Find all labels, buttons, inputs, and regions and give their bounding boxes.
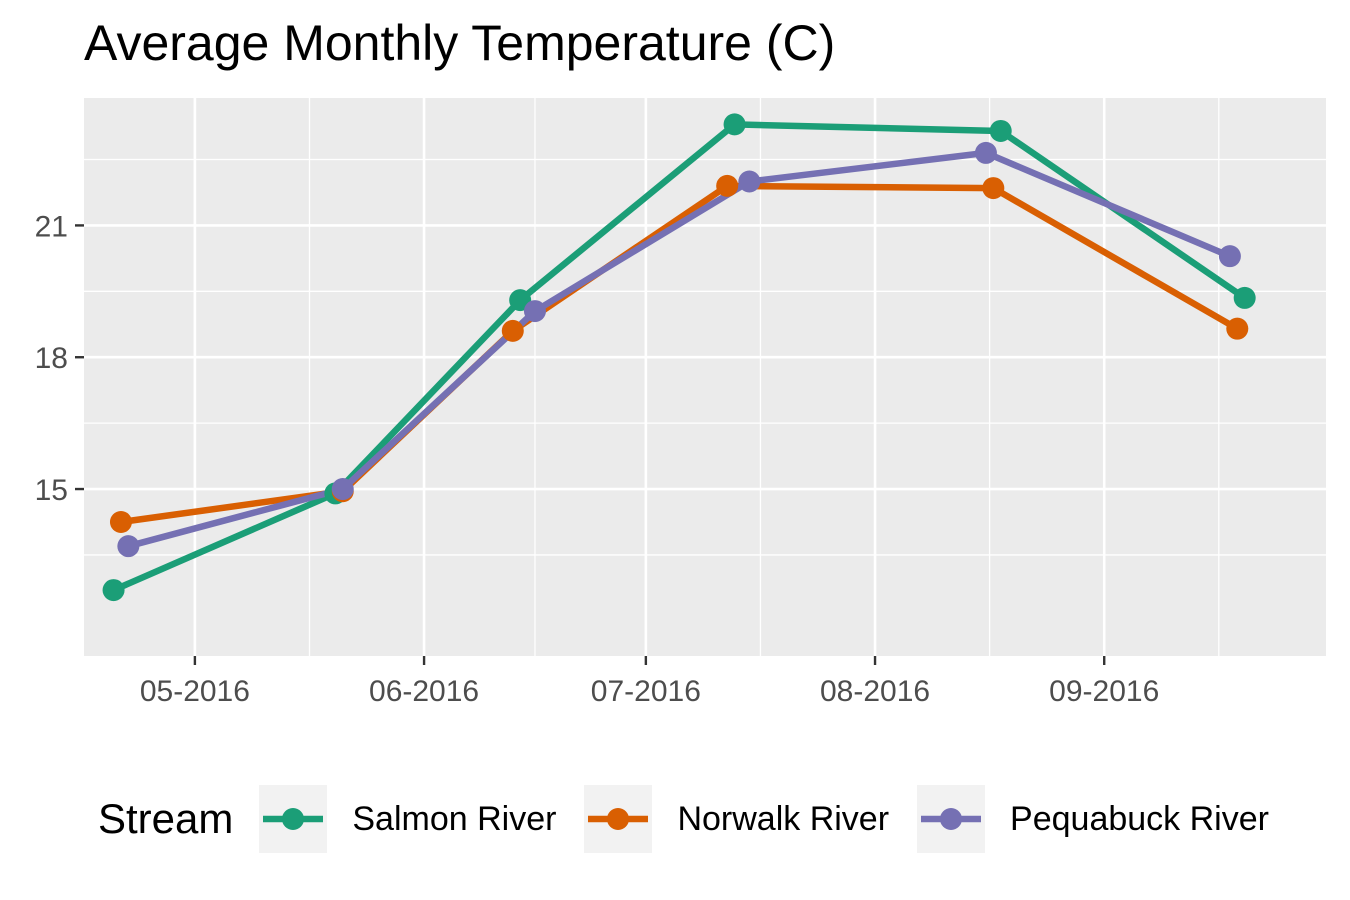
y-tick-label: 21: [35, 210, 68, 243]
data-point-salmon-river: [1233, 286, 1256, 309]
x-tick-label: 07-2016: [591, 675, 701, 708]
data-point-norwalk-river: [109, 510, 132, 533]
y-tick-label: 18: [35, 342, 68, 375]
chart-title: Average Monthly Temperature (C): [84, 15, 836, 71]
y-tick-label: 15: [35, 474, 68, 507]
series-lines: [112, 121, 1247, 594]
data-point-pequabuck-river: [974, 141, 997, 164]
data-point-norwalk-river: [716, 174, 739, 197]
grid-major: [84, 98, 1326, 656]
legend-key-point: [607, 808, 630, 830]
legend-label-norwalk-river: Norwalk River: [677, 799, 890, 838]
series-points: [102, 113, 1256, 602]
legend-label-salmon-river: Salmon River: [352, 799, 557, 838]
data-point-salmon-river: [102, 579, 125, 602]
plot-background: [84, 98, 1326, 656]
legend-key-salmon-river: [259, 785, 328, 853]
legend: Stream Salmon River Norwalk River Pequab…: [98, 784, 1297, 854]
y-axis: 15 18 21: [35, 210, 84, 507]
data-point-norwalk-river: [501, 319, 524, 342]
legend-label-pequabuck-river: Pequabuck River: [1010, 799, 1269, 838]
x-tick-label: 09-2016: [1049, 675, 1159, 708]
legend-item-salmon-river: Salmon River: [259, 785, 574, 853]
series-line-salmon-river: [112, 121, 1247, 594]
x-axis: 05-2016 06-2016 07-2016 08-2016 09-2016: [140, 656, 1159, 708]
data-point-salmon-river: [989, 119, 1012, 142]
data-point-salmon-river: [723, 113, 746, 136]
x-tick-label: 06-2016: [369, 675, 479, 708]
legend-title: Stream: [98, 795, 234, 842]
data-point-pequabuck-river: [738, 170, 761, 193]
x-tick-label: 05-2016: [140, 675, 250, 708]
data-point-pequabuck-river: [1218, 245, 1241, 268]
legend-key-norwalk-river: [584, 785, 653, 853]
legend-key-point: [282, 808, 305, 830]
data-point-pequabuck-river: [117, 535, 140, 558]
series-line-pequabuck-river: [127, 149, 1232, 550]
legend-item-norwalk-river: Norwalk River: [584, 785, 907, 853]
legend-key-point: [940, 808, 963, 830]
data-point-pequabuck-river: [331, 478, 354, 501]
data-point-pequabuck-river: [523, 300, 546, 323]
data-point-norwalk-river: [1226, 317, 1249, 340]
data-point-norwalk-river: [982, 177, 1005, 200]
legend-key-pequabuck-river: [917, 785, 986, 853]
x-tick-label: 08-2016: [820, 675, 930, 708]
legend-item-pequabuck-river: Pequabuck River: [917, 785, 1287, 853]
